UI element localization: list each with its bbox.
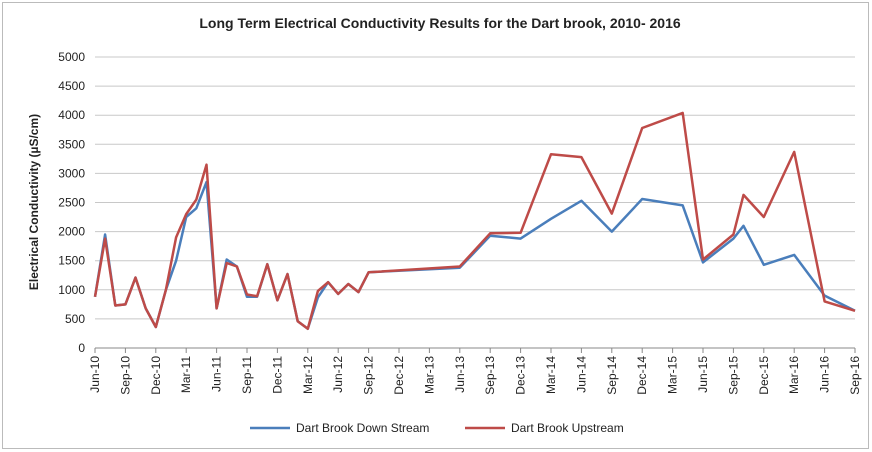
x-tick-label: Jun-15 — [696, 356, 710, 393]
y-tick-label: 1500 — [58, 254, 85, 268]
x-tick-label: Jun-14 — [574, 356, 588, 393]
x-tick-label: Sep-15 — [726, 356, 740, 395]
x-tick-label: Dec-10 — [149, 356, 163, 395]
x-tick-label: Mar-16 — [787, 356, 801, 394]
legend-label: Dart Brook Upstream — [511, 421, 624, 435]
y-axis-title: Electrical Conductivity (µS/cm) — [27, 114, 41, 290]
y-tick-label: 4500 — [58, 79, 85, 93]
x-tick-label: Jun-11 — [210, 356, 224, 392]
legend-label: Dart Brook Down Stream — [296, 421, 429, 435]
x-tick-label: Sep-16 — [848, 356, 862, 395]
y-tick-label: 2000 — [58, 225, 85, 239]
x-tick-label: Sep-10 — [118, 356, 132, 395]
x-tick-label: Dec-15 — [757, 356, 771, 395]
x-tick-label: Jun-12 — [331, 356, 345, 393]
x-tick-label: Mar-13 — [422, 356, 436, 394]
chart-title: Long Term Electrical Conductivity Result… — [199, 15, 681, 31]
y-tick-label: 3000 — [58, 166, 85, 180]
x-tick-label: Mar-15 — [666, 356, 680, 394]
x-tick-label: Dec-11 — [270, 356, 284, 394]
y-tick-label: 1000 — [58, 283, 85, 297]
series-line — [93, 111, 856, 331]
y-tick-label: 2500 — [58, 196, 85, 210]
y-tick-label: 0 — [78, 341, 85, 355]
y-tick-label: 500 — [65, 312, 85, 326]
y-tick-label: 3500 — [58, 137, 85, 151]
x-tick-label: Dec-14 — [635, 356, 649, 395]
y-tick-label: 5000 — [58, 50, 85, 64]
x-tick-label: Dec-13 — [514, 356, 528, 395]
x-tick-label: Sep-13 — [483, 356, 497, 395]
x-tick-label: Jun-16 — [818, 356, 832, 393]
x-tick-label: Sep-11 — [240, 356, 254, 394]
x-tick-label: Jun-10 — [88, 356, 102, 393]
x-tick-label: Sep-14 — [605, 356, 619, 395]
x-tick-label: Mar-11 — [179, 356, 193, 393]
x-tick-label: Sep-12 — [362, 356, 376, 395]
y-tick-label: 4000 — [58, 108, 85, 122]
x-tick-label: Mar-12 — [301, 356, 315, 394]
x-tick-label: Jun-13 — [453, 356, 467, 393]
x-tick-label: Mar-14 — [544, 356, 558, 394]
x-tick-label: Dec-12 — [392, 356, 406, 395]
